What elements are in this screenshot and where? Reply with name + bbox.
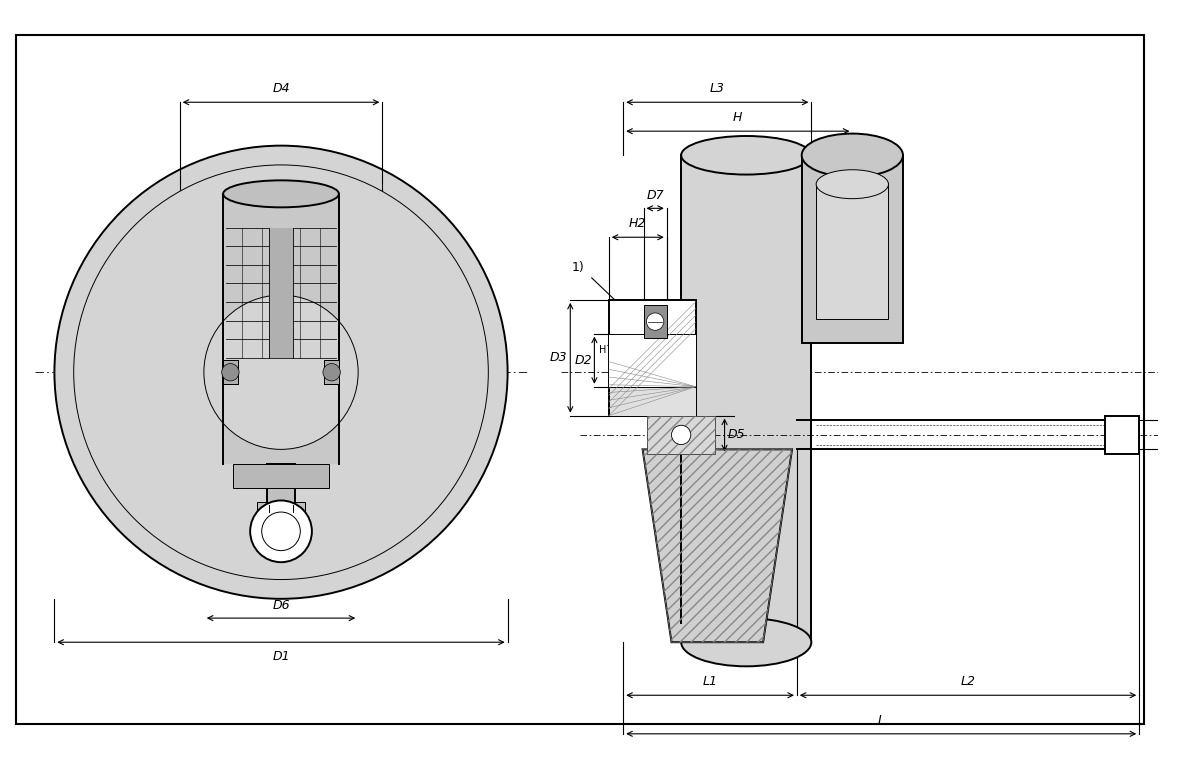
Text: H2: H2	[629, 217, 647, 230]
Ellipse shape	[223, 180, 338, 207]
Bar	[682, 155, 811, 642]
Text: D7: D7	[647, 188, 664, 201]
Text: L: L	[877, 714, 884, 727]
Bar	[802, 155, 902, 344]
Bar	[1105, 416, 1139, 454]
Text: L2: L2	[960, 675, 976, 689]
Circle shape	[323, 363, 341, 381]
Text: D2: D2	[575, 354, 593, 366]
Bar	[816, 184, 888, 319]
Bar	[643, 305, 667, 338]
Circle shape	[73, 165, 488, 580]
Circle shape	[204, 295, 358, 450]
Circle shape	[250, 500, 312, 562]
Bar	[608, 300, 696, 416]
Circle shape	[54, 145, 508, 599]
Circle shape	[262, 512, 300, 550]
Bar	[266, 464, 295, 512]
Ellipse shape	[802, 133, 902, 177]
Text: L3: L3	[710, 83, 725, 95]
Text: D5: D5	[727, 428, 745, 441]
Bar	[223, 360, 238, 385]
Text: D3: D3	[550, 351, 568, 364]
Bar	[648, 416, 715, 454]
Text: D6: D6	[272, 600, 290, 612]
Bar	[608, 387, 696, 416]
Circle shape	[222, 363, 239, 381]
Text: L1: L1	[702, 675, 718, 689]
Text: D1: D1	[272, 650, 290, 663]
Bar	[608, 334, 696, 387]
Ellipse shape	[682, 136, 811, 175]
Bar	[324, 360, 338, 385]
Ellipse shape	[816, 170, 888, 198]
Bar	[223, 194, 338, 464]
Text: H7: H7	[599, 345, 613, 355]
Text: 1): 1)	[572, 261, 584, 274]
Text: D4: D4	[272, 83, 290, 95]
Ellipse shape	[682, 618, 811, 666]
Circle shape	[672, 425, 691, 444]
Circle shape	[647, 313, 664, 330]
Bar	[233, 464, 329, 488]
Polygon shape	[642, 450, 792, 642]
Bar	[257, 503, 305, 527]
Text: H: H	[733, 111, 743, 124]
